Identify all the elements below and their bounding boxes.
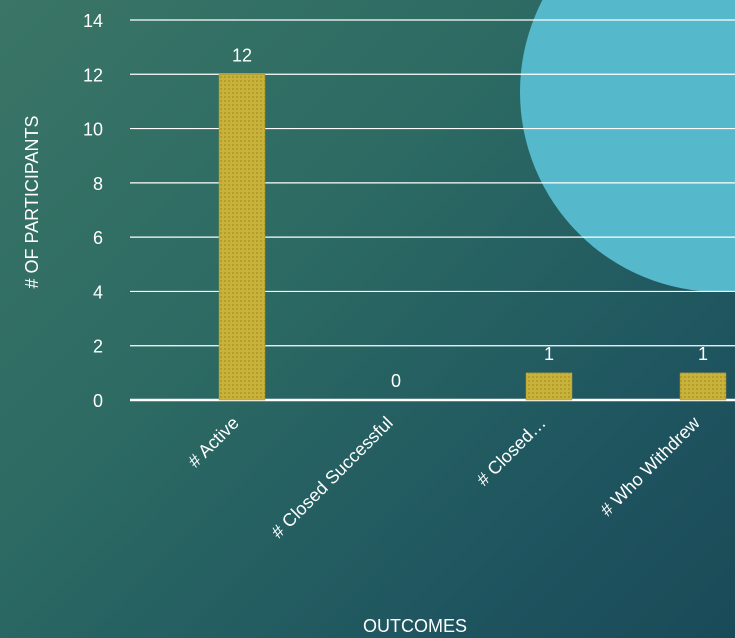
y-tick-label: 8: [93, 174, 103, 194]
y-axis-title: # OF PARTICIPANTS: [22, 115, 42, 288]
x-tick-labels: # Active # Closed Successful # Closed… # Wh…: [184, 412, 704, 542]
bars: [218, 74, 727, 401]
y-tick-label: 4: [93, 282, 103, 302]
y-tick-label: 12: [83, 65, 103, 85]
data-label: 1: [698, 344, 708, 364]
bar: [679, 372, 727, 401]
x-axis-title: OUTCOMES: [363, 616, 467, 636]
y-tick-label: 10: [83, 120, 103, 140]
decorative-circle: [520, 0, 735, 292]
x-tick-label: # Closed…: [473, 413, 550, 490]
y-tick-label: 2: [93, 337, 103, 357]
data-label: 0: [391, 371, 401, 391]
data-labels: 12 0 1 1: [232, 45, 708, 391]
x-tick-label: # Who Withdrew: [596, 412, 704, 520]
y-tick-labels: 0 2 4 6 8 10 12 14: [83, 11, 103, 411]
y-tick-label: 14: [83, 11, 103, 31]
x-tick-label: # Closed Successful: [267, 413, 396, 542]
bar: [218, 74, 266, 401]
y-tick-label: 0: [93, 391, 103, 411]
bar: [525, 372, 573, 401]
data-label: 1: [544, 344, 554, 364]
data-label: 12: [232, 45, 252, 65]
x-tick-label: # Active: [184, 413, 243, 472]
y-tick-label: 6: [93, 228, 103, 248]
